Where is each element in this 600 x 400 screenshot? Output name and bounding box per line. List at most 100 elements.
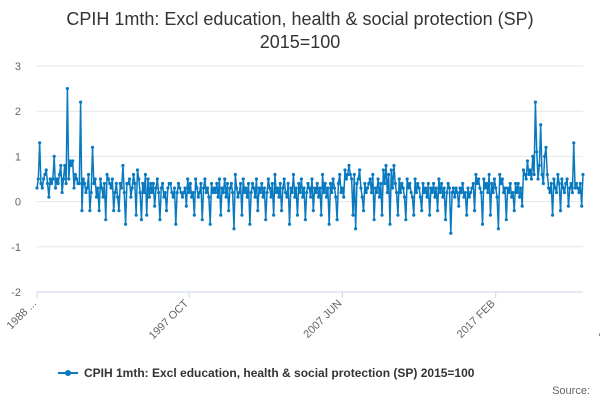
data-point[interactable] <box>581 172 585 177</box>
data-point[interactable] <box>89 190 93 195</box>
data-point[interactable] <box>85 186 89 190</box>
data-point[interactable] <box>548 190 552 195</box>
data-point[interactable] <box>223 177 227 181</box>
data-point[interactable] <box>265 190 269 195</box>
data-point[interactable] <box>254 177 259 181</box>
data-point[interactable] <box>192 213 196 217</box>
data-point[interactable] <box>190 195 194 199</box>
data-point[interactable] <box>35 186 39 190</box>
data-point[interactable] <box>244 186 248 190</box>
data-point[interactable] <box>562 190 567 195</box>
data-point[interactable] <box>525 159 530 163</box>
data-point[interactable] <box>339 190 343 195</box>
data-point[interactable] <box>170 190 174 195</box>
data-point[interactable] <box>506 186 510 190</box>
data-point[interactable] <box>511 190 515 195</box>
data-point[interactable] <box>108 181 112 186</box>
data-point[interactable] <box>261 195 265 199</box>
data-point[interactable] <box>295 213 300 217</box>
data-point[interactable] <box>315 181 319 186</box>
data-point[interactable] <box>340 186 344 190</box>
data-point[interactable] <box>435 209 440 213</box>
data-point[interactable] <box>561 186 565 190</box>
data-point[interactable] <box>65 87 70 91</box>
data-point[interactable] <box>294 186 298 190</box>
data-point[interactable] <box>368 177 372 181</box>
data-point[interactable] <box>199 181 203 186</box>
data-point[interactable] <box>134 213 138 217</box>
data-point[interactable] <box>318 186 322 190</box>
data-point[interactable] <box>164 209 169 213</box>
data-point[interactable] <box>305 190 309 195</box>
data-point[interactable] <box>490 181 494 186</box>
data-point[interactable] <box>545 172 549 177</box>
data-point[interactable] <box>363 181 367 186</box>
data-point[interactable] <box>433 195 437 199</box>
data-point[interactable] <box>461 181 465 186</box>
data-point[interactable] <box>211 190 215 195</box>
data-point[interactable] <box>105 172 109 177</box>
data-point[interactable] <box>158 218 162 222</box>
data-point[interactable] <box>175 190 179 195</box>
data-point[interactable] <box>138 190 142 195</box>
data-point[interactable] <box>205 186 210 190</box>
data-point[interactable] <box>443 218 448 222</box>
data-point[interactable] <box>510 195 514 199</box>
data-point[interactable] <box>474 172 478 177</box>
data-point[interactable] <box>49 181 54 186</box>
data-point[interactable] <box>375 190 379 195</box>
data-point[interactable] <box>187 190 191 195</box>
data-point[interactable] <box>507 190 511 195</box>
data-point[interactable] <box>276 186 280 190</box>
data-point[interactable] <box>391 186 395 190</box>
data-point[interactable] <box>227 209 231 213</box>
data-point[interactable] <box>409 190 413 195</box>
data-point[interactable] <box>246 181 251 186</box>
data-point[interactable] <box>100 186 104 190</box>
data-point[interactable] <box>171 195 175 199</box>
data-point[interactable] <box>469 190 473 195</box>
data-point[interactable] <box>186 177 190 181</box>
data-point[interactable] <box>405 177 409 181</box>
data-point[interactable] <box>387 172 391 177</box>
data-point[interactable] <box>163 190 167 195</box>
data-point[interactable] <box>462 195 466 199</box>
data-point[interactable] <box>441 195 445 199</box>
data-point[interactable] <box>250 181 255 186</box>
data-point[interactable] <box>557 181 561 186</box>
data-point[interactable] <box>256 209 260 213</box>
data-point[interactable] <box>529 177 534 181</box>
data-point[interactable] <box>494 186 498 190</box>
data-point[interactable] <box>570 190 575 195</box>
data-point[interactable] <box>216 195 220 199</box>
data-point[interactable] <box>442 186 446 190</box>
data-point[interactable] <box>77 181 81 186</box>
data-point[interactable] <box>569 181 573 186</box>
data-point[interactable] <box>120 186 124 190</box>
data-point[interactable] <box>331 177 335 181</box>
data-point[interactable] <box>131 172 136 177</box>
data-point[interactable] <box>228 186 232 190</box>
data-point[interactable] <box>195 186 199 190</box>
data-point[interactable] <box>272 213 276 217</box>
data-point[interactable] <box>472 209 477 213</box>
data-point[interactable] <box>369 190 374 195</box>
data-point[interactable] <box>309 195 313 199</box>
data-point[interactable] <box>504 218 508 222</box>
data-point[interactable] <box>113 190 117 195</box>
data-point[interactable] <box>43 172 47 177</box>
data-point[interactable] <box>299 177 304 181</box>
data-point[interactable] <box>338 172 342 177</box>
data-point[interactable] <box>406 186 411 190</box>
data-point[interactable] <box>47 195 51 199</box>
data-point[interactable] <box>238 181 243 186</box>
data-point[interactable] <box>282 177 286 181</box>
data-point[interactable] <box>215 181 219 186</box>
data-point[interactable] <box>155 177 159 181</box>
data-point[interactable] <box>412 213 416 217</box>
data-point[interactable] <box>552 177 556 181</box>
data-point[interactable] <box>290 190 294 195</box>
data-point[interactable] <box>143 172 148 177</box>
data-point[interactable] <box>553 186 557 190</box>
data-point[interactable] <box>207 195 211 199</box>
